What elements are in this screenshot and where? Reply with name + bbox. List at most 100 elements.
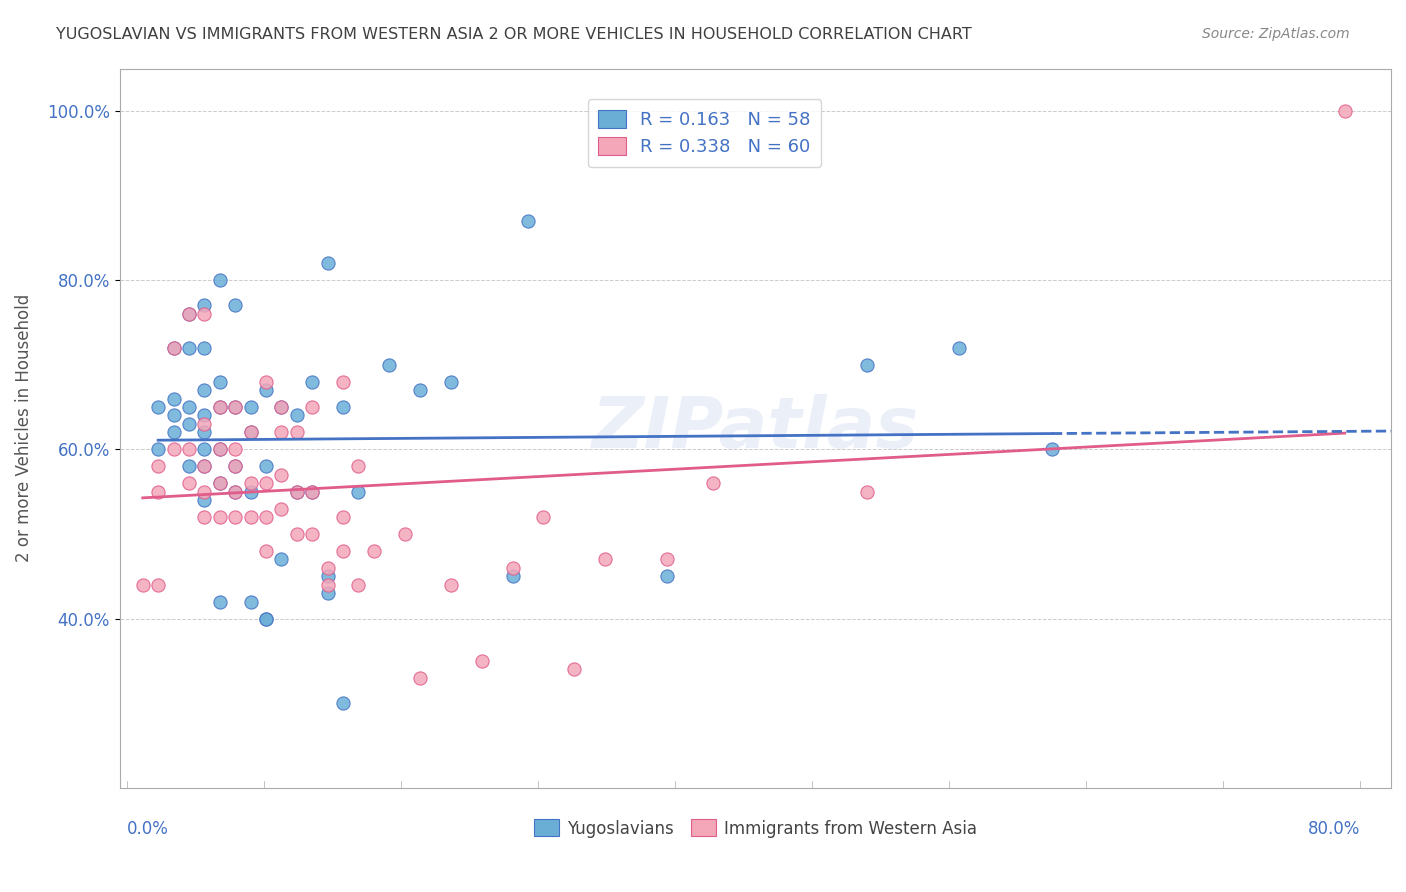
Point — [208, 375, 231, 389]
Point — [224, 400, 246, 414]
Point — [301, 375, 323, 389]
Point — [347, 459, 370, 474]
Point — [239, 476, 262, 491]
Point — [301, 484, 323, 499]
Point — [347, 484, 370, 499]
Point — [440, 375, 463, 389]
Point — [208, 400, 231, 414]
Text: Source: ZipAtlas.com: Source: ZipAtlas.com — [1202, 27, 1350, 41]
Point — [208, 273, 231, 287]
Point — [162, 341, 184, 355]
Point — [193, 493, 215, 508]
Point — [655, 552, 678, 566]
Point — [177, 400, 200, 414]
Point — [502, 561, 524, 575]
Text: YUGOSLAVIAN VS IMMIGRANTS FROM WESTERN ASIA 2 OR MORE VEHICLES IN HOUSEHOLD CORR: YUGOSLAVIAN VS IMMIGRANTS FROM WESTERN A… — [56, 27, 972, 42]
Point — [332, 696, 354, 710]
Point — [254, 611, 277, 625]
Point — [593, 552, 616, 566]
Point — [363, 544, 385, 558]
Point — [285, 484, 308, 499]
Point — [177, 341, 200, 355]
Point — [224, 484, 246, 499]
Point — [208, 595, 231, 609]
Point — [208, 476, 231, 491]
Point — [162, 392, 184, 406]
Point — [254, 544, 277, 558]
Point — [856, 358, 879, 372]
Point — [239, 400, 262, 414]
Point — [301, 527, 323, 541]
Point — [316, 569, 339, 583]
Point — [332, 544, 354, 558]
Point — [702, 476, 724, 491]
Point — [239, 425, 262, 440]
Y-axis label: 2 or more Vehicles in Household: 2 or more Vehicles in Household — [15, 294, 32, 562]
Point — [562, 662, 585, 676]
Point — [316, 256, 339, 270]
Point — [239, 510, 262, 524]
Point — [254, 510, 277, 524]
Text: 0.0%: 0.0% — [128, 821, 169, 838]
Point — [270, 400, 292, 414]
Point — [254, 383, 277, 397]
Point — [285, 527, 308, 541]
Point — [193, 298, 215, 312]
Point — [254, 375, 277, 389]
Point — [193, 510, 215, 524]
Point — [177, 442, 200, 457]
Point — [254, 476, 277, 491]
Point — [270, 467, 292, 482]
Point — [347, 578, 370, 592]
Point — [502, 569, 524, 583]
Point — [208, 442, 231, 457]
Point — [177, 459, 200, 474]
Point — [162, 341, 184, 355]
Point — [285, 425, 308, 440]
Point — [193, 341, 215, 355]
Point — [270, 400, 292, 414]
Point — [193, 307, 215, 321]
Point — [332, 375, 354, 389]
Point — [224, 400, 246, 414]
Point — [471, 654, 494, 668]
Point — [224, 484, 246, 499]
Point — [208, 476, 231, 491]
Point — [146, 578, 169, 592]
Point — [177, 417, 200, 431]
Point — [270, 425, 292, 440]
Point — [316, 586, 339, 600]
Point — [285, 484, 308, 499]
Point — [378, 358, 401, 372]
Point — [409, 383, 432, 397]
Point — [146, 400, 169, 414]
Point — [332, 510, 354, 524]
Point — [254, 459, 277, 474]
Point — [856, 484, 879, 499]
Point — [132, 578, 155, 592]
Point — [394, 527, 416, 541]
Legend: Yugoslavians, Immigrants from Western Asia: Yugoslavians, Immigrants from Western As… — [527, 813, 984, 844]
Point — [162, 442, 184, 457]
Point — [193, 484, 215, 499]
Point — [316, 578, 339, 592]
Point — [177, 307, 200, 321]
Point — [239, 595, 262, 609]
Point — [224, 510, 246, 524]
Point — [224, 442, 246, 457]
Point — [254, 611, 277, 625]
Point — [208, 442, 231, 457]
Point — [146, 442, 169, 457]
Point — [193, 425, 215, 440]
Point — [948, 341, 970, 355]
Point — [193, 409, 215, 423]
Point — [270, 552, 292, 566]
Point — [146, 459, 169, 474]
Point — [146, 484, 169, 499]
Text: ZIPatlas: ZIPatlas — [592, 393, 920, 463]
Text: 80.0%: 80.0% — [1308, 821, 1360, 838]
Point — [531, 510, 554, 524]
Point — [193, 442, 215, 457]
Point — [285, 409, 308, 423]
Point — [193, 417, 215, 431]
